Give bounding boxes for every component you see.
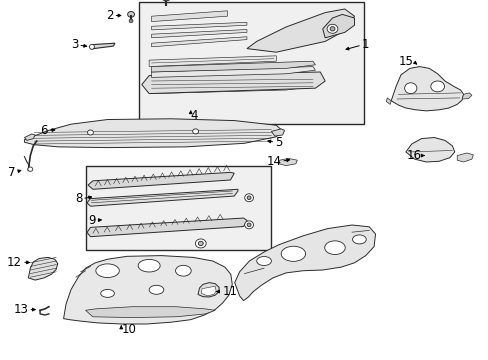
Polygon shape — [271, 129, 284, 136]
Ellipse shape — [89, 44, 94, 49]
Ellipse shape — [256, 256, 271, 265]
Ellipse shape — [326, 24, 337, 33]
Ellipse shape — [246, 223, 250, 227]
Text: 8: 8 — [75, 192, 82, 205]
Ellipse shape — [87, 130, 93, 135]
Polygon shape — [278, 158, 297, 166]
Ellipse shape — [127, 12, 134, 17]
Text: 9: 9 — [88, 214, 95, 227]
Ellipse shape — [195, 239, 206, 248]
Text: 14: 14 — [265, 155, 281, 168]
Ellipse shape — [244, 221, 253, 229]
Polygon shape — [198, 283, 219, 297]
Ellipse shape — [192, 129, 198, 134]
Polygon shape — [390, 67, 463, 111]
Ellipse shape — [149, 285, 163, 294]
Ellipse shape — [246, 196, 250, 199]
Polygon shape — [405, 138, 454, 162]
Polygon shape — [28, 257, 58, 280]
Text: 7: 7 — [8, 166, 16, 179]
Text: 1: 1 — [361, 39, 368, 51]
Text: 6: 6 — [41, 124, 48, 137]
Text: 5: 5 — [275, 136, 282, 149]
Polygon shape — [142, 72, 325, 94]
Text: 15: 15 — [398, 55, 412, 68]
Ellipse shape — [329, 27, 334, 31]
Text: 2: 2 — [106, 9, 113, 22]
Polygon shape — [151, 83, 315, 94]
Ellipse shape — [175, 265, 191, 276]
Polygon shape — [461, 93, 471, 99]
Ellipse shape — [101, 289, 114, 297]
Polygon shape — [386, 98, 390, 104]
Polygon shape — [322, 14, 354, 38]
Polygon shape — [246, 9, 354, 52]
Polygon shape — [87, 189, 238, 206]
Ellipse shape — [244, 194, 253, 202]
Ellipse shape — [138, 259, 160, 272]
Polygon shape — [151, 30, 246, 38]
Ellipse shape — [404, 83, 416, 94]
Ellipse shape — [281, 246, 305, 261]
Ellipse shape — [162, 0, 169, 1]
Text: 10: 10 — [121, 323, 136, 336]
Polygon shape — [151, 67, 315, 77]
Polygon shape — [151, 61, 315, 72]
Polygon shape — [24, 134, 35, 140]
Text: 11: 11 — [222, 285, 237, 298]
Text: 3: 3 — [71, 39, 78, 51]
Polygon shape — [456, 153, 472, 162]
Polygon shape — [151, 37, 246, 47]
Polygon shape — [24, 119, 281, 148]
Ellipse shape — [352, 235, 366, 244]
Bar — [85, 166, 271, 250]
Polygon shape — [201, 286, 216, 296]
Ellipse shape — [198, 241, 203, 246]
Polygon shape — [88, 172, 234, 189]
Bar — [139, 2, 364, 124]
Polygon shape — [87, 218, 247, 237]
Polygon shape — [234, 225, 375, 301]
Text: 12: 12 — [7, 256, 22, 269]
Ellipse shape — [324, 241, 345, 255]
Polygon shape — [85, 307, 215, 318]
Ellipse shape — [28, 167, 33, 171]
Ellipse shape — [96, 264, 119, 278]
Ellipse shape — [129, 19, 133, 23]
Ellipse shape — [430, 81, 444, 92]
Polygon shape — [151, 22, 246, 30]
Text: 13: 13 — [14, 303, 28, 316]
Text: 16: 16 — [406, 149, 421, 162]
Polygon shape — [151, 11, 227, 22]
Text: 4: 4 — [190, 109, 198, 122]
Polygon shape — [151, 74, 315, 85]
Polygon shape — [149, 56, 276, 67]
Polygon shape — [63, 256, 232, 324]
Polygon shape — [91, 43, 115, 49]
